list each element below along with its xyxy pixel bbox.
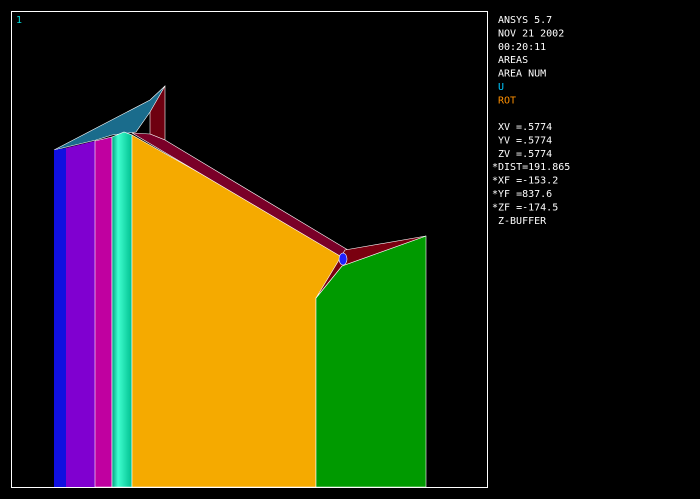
window-number: 1 <box>16 15 22 26</box>
info-line: 00:20:11 <box>498 42 546 53</box>
view-line: *ZF =-174.5 <box>492 202 558 213</box>
web-edge <box>131 132 349 257</box>
view-line: *DIST=191.865 <box>492 162 570 173</box>
info-line: AREA NUM <box>498 69 546 80</box>
buffer-line: Z-BUFFER <box>498 216 547 227</box>
view-line: YV =.5774 <box>498 135 552 146</box>
info-panel: ANSYS 5.7 NOV 21 2002 00:20:11 AREAS AREA NU… <box>492 15 570 227</box>
legend-rot: ROT <box>498 95 516 106</box>
model <box>53 85 427 488</box>
info-line: AREAS <box>498 55 528 66</box>
view-line: *YF =837.6 <box>492 189 552 200</box>
face-blue <box>54 148 66 487</box>
view-line: ZV =.5774 <box>498 149 552 160</box>
info-line: NOV 21 2002 <box>498 28 564 39</box>
node-spot <box>338 252 348 266</box>
view-line: *XF =-153.2 <box>492 176 558 187</box>
face-magenta <box>94 136 113 488</box>
face-purple <box>66 141 95 487</box>
flange-top <box>315 235 427 299</box>
top-flange <box>53 85 166 151</box>
legend-u: U <box>498 82 504 93</box>
cylinder <box>111 131 133 488</box>
view-line: XV =.5774 <box>498 122 552 133</box>
info-line: ANSYS 5.7 <box>498 15 552 26</box>
